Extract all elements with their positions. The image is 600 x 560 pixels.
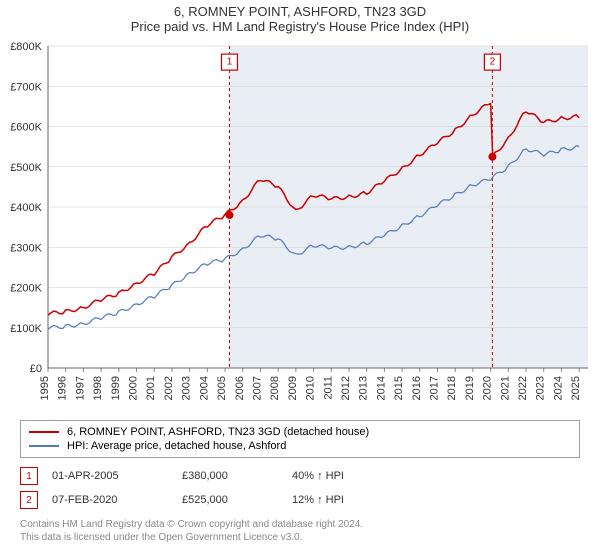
svg-text:£800K: £800K <box>10 41 42 53</box>
svg-text:2014: 2014 <box>375 376 387 400</box>
legend-label: HPI: Average price, detached house, Ashf… <box>67 440 286 452</box>
svg-text:2007: 2007 <box>251 376 263 400</box>
svg-text:1998: 1998 <box>92 376 104 400</box>
svg-text:2009: 2009 <box>287 376 299 400</box>
event-marker-icon: 1 <box>20 467 38 485</box>
svg-text:2003: 2003 <box>181 376 193 400</box>
svg-text:2021: 2021 <box>499 376 511 400</box>
chart-area: £0 £100K £200K £300K £400K £500K £600K £700K £80… <box>0 36 600 416</box>
svg-text:2002: 2002 <box>163 376 175 400</box>
svg-text:2023: 2023 <box>535 376 547 400</box>
svg-text:2024: 2024 <box>552 376 564 400</box>
chart-title: 6, ROMNEY POINT, ASHFORD, TN23 3GD <box>0 4 600 19</box>
svg-text:1997: 1997 <box>74 376 86 400</box>
svg-text:2015: 2015 <box>393 376 405 400</box>
svg-text:£700K: £700K <box>10 81 42 93</box>
svg-text:2011: 2011 <box>322 376 334 400</box>
svg-text:£400K: £400K <box>10 202 42 214</box>
attribution-line: This data is licensed under the Open Gov… <box>20 531 580 544</box>
event-delta: 12% ↑ HPI <box>292 494 412 506</box>
event-delta: 40% ↑ HPI <box>292 470 412 482</box>
svg-text:£0: £0 <box>30 363 42 375</box>
svg-text:2019: 2019 <box>464 376 476 400</box>
svg-text:2025: 2025 <box>570 376 582 400</box>
legend-swatch <box>29 431 59 433</box>
event-table: 1 01-APR-2005£380,00040% ↑ HPI 2 07-FEB-202… <box>20 464 580 512</box>
title-block: 6, ROMNEY POINT, ASHFORD, TN23 3GD Price… <box>0 0 600 36</box>
legend: 6, ROMNEY POINT, ASHFORD, TN23 3GD (deta… <box>20 420 580 458</box>
event-price: £380,000 <box>182 470 292 482</box>
svg-text:£200K: £200K <box>10 283 42 295</box>
event-price: £525,000 <box>182 494 292 506</box>
legend-swatch <box>29 445 59 447</box>
svg-text:£100K: £100K <box>10 323 42 335</box>
legend-item: 6, ROMNEY POINT, ASHFORD, TN23 3GD (deta… <box>29 425 571 439</box>
attribution-line: Contains HM Land Registry data © Crown c… <box>20 518 580 531</box>
event-marker-icon: 2 <box>20 491 38 509</box>
event-date: 07-FEB-2020 <box>52 494 182 506</box>
svg-text:2005: 2005 <box>216 376 228 400</box>
svg-text:2018: 2018 <box>446 376 458 400</box>
svg-text:2010: 2010 <box>305 376 317 400</box>
svg-text:2008: 2008 <box>269 376 281 400</box>
svg-text:2020: 2020 <box>482 376 494 400</box>
event-date: 01-APR-2005 <box>52 470 182 482</box>
bottom-panel: 6, ROMNEY POINT, ASHFORD, TN23 3GD (deta… <box>20 420 580 544</box>
legend-label: 6, ROMNEY POINT, ASHFORD, TN23 3GD (deta… <box>67 426 369 438</box>
svg-text:2013: 2013 <box>358 376 370 400</box>
svg-text:2: 2 <box>490 57 496 68</box>
svg-text:2006: 2006 <box>234 376 246 400</box>
svg-text:2012: 2012 <box>340 376 352 400</box>
svg-text:2000: 2000 <box>128 376 140 400</box>
svg-text:1: 1 <box>227 57 233 68</box>
legend-item: HPI: Average price, detached house, Ashf… <box>29 439 571 453</box>
chart-subtitle: Price paid vs. HM Land Registry's House … <box>0 19 600 34</box>
svg-text:£500K: £500K <box>10 162 42 174</box>
svg-text:2017: 2017 <box>429 376 441 400</box>
svg-text:2001: 2001 <box>145 376 157 400</box>
event-row: 1 01-APR-2005£380,00040% ↑ HPI <box>20 464 580 488</box>
svg-text:2004: 2004 <box>198 376 210 400</box>
svg-text:1996: 1996 <box>57 376 69 400</box>
svg-text:2016: 2016 <box>411 376 423 400</box>
event-row: 2 07-FEB-2020£525,00012% ↑ HPI <box>20 488 580 512</box>
svg-text:1995: 1995 <box>39 376 51 400</box>
line-chart: £0 £100K £200K £300K £400K £500K £600K £700K £80… <box>0 36 600 416</box>
svg-text:2022: 2022 <box>517 376 529 400</box>
svg-text:£300K: £300K <box>10 242 42 254</box>
svg-text:1999: 1999 <box>110 376 122 400</box>
attribution: Contains HM Land Registry data © Crown c… <box>20 518 580 544</box>
svg-text:£600K: £600K <box>10 122 42 134</box>
chart-container: 6, ROMNEY POINT, ASHFORD, TN23 3GD Price… <box>0 0 600 560</box>
